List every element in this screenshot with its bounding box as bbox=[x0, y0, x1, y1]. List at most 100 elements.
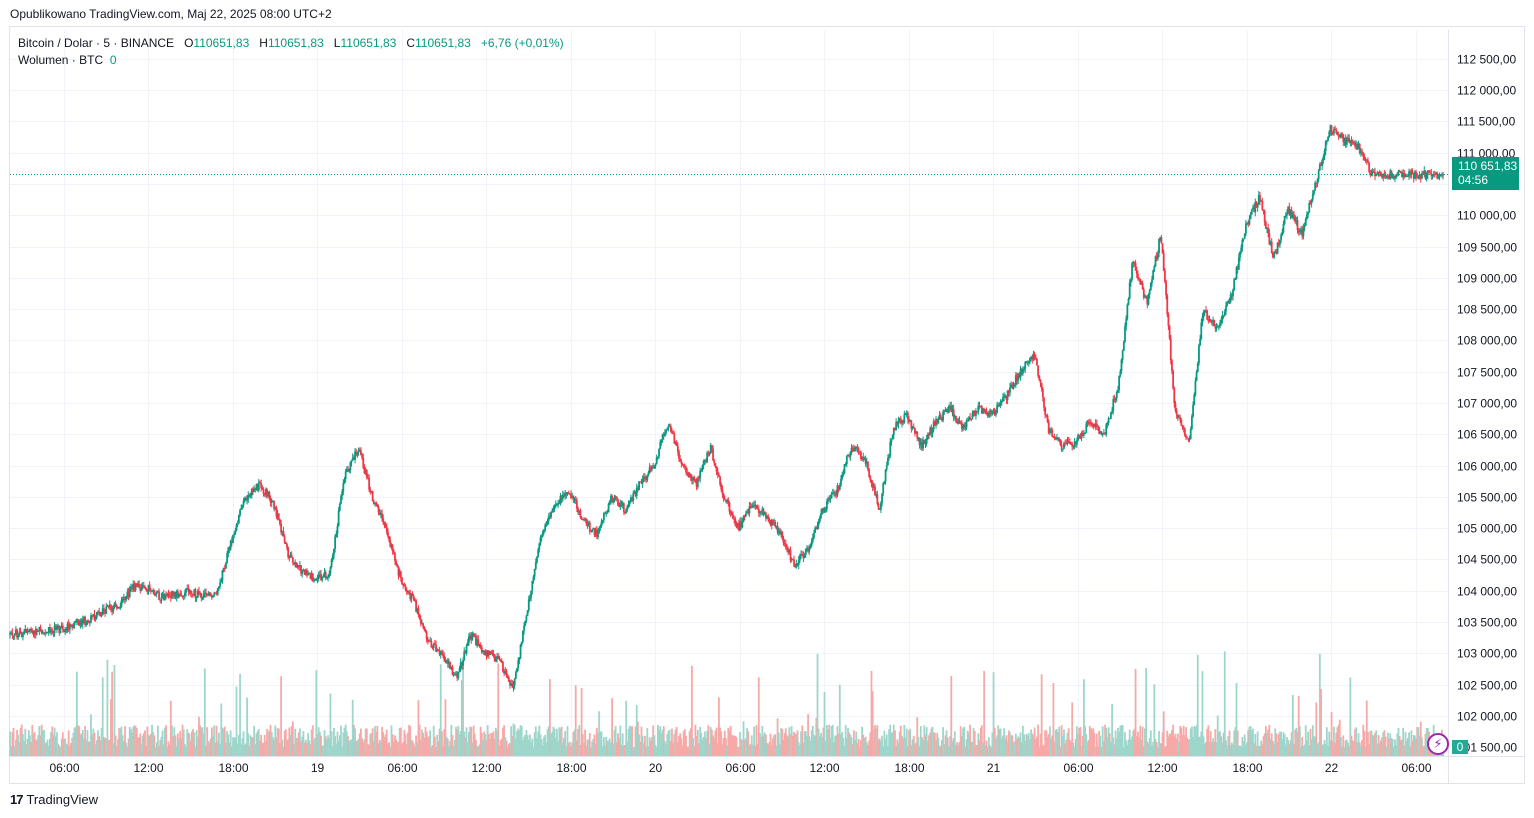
candle-body bbox=[435, 644, 437, 652]
volume-bar bbox=[516, 730, 518, 756]
chart-frame[interactable] bbox=[9, 26, 1525, 784]
candle-body bbox=[909, 420, 912, 422]
candle-body bbox=[1409, 171, 1412, 175]
volume-bar bbox=[710, 729, 713, 756]
candle-body bbox=[1429, 172, 1432, 174]
tradingview-logo[interactable]: 17 TradingView bbox=[10, 792, 98, 807]
volume-bar bbox=[1047, 733, 1050, 756]
legend-symbol[interactable]: Bitcoin / Dolar · 5 · BINANCE bbox=[18, 36, 175, 50]
volume-bar bbox=[905, 728, 908, 756]
volume-bar bbox=[1021, 725, 1024, 756]
volume-bar bbox=[114, 735, 117, 756]
candle-body bbox=[193, 589, 196, 596]
volume-bar bbox=[560, 726, 563, 756]
candle-body bbox=[500, 661, 503, 663]
volume-bar bbox=[693, 746, 696, 756]
candle-body bbox=[728, 502, 731, 512]
candle-body bbox=[1199, 338, 1202, 346]
volume-bar bbox=[1053, 741, 1056, 756]
volume-bar bbox=[256, 730, 259, 756]
volume-bar bbox=[959, 726, 962, 756]
volume-bar bbox=[558, 727, 561, 756]
candle-body bbox=[579, 510, 582, 517]
candle-body bbox=[771, 519, 774, 523]
candle-body bbox=[756, 508, 759, 510]
volume-bar bbox=[325, 739, 328, 756]
volume-bar bbox=[1310, 739, 1313, 756]
volume-bar bbox=[67, 730, 70, 756]
volume-bar bbox=[275, 737, 278, 756]
volume-bar bbox=[95, 740, 98, 756]
candle-body bbox=[1124, 326, 1126, 342]
volume-bar bbox=[267, 732, 270, 756]
y-tick-label: 102 500,00 bbox=[1457, 679, 1517, 693]
legend-ohlc-row: Bitcoin / Dolar · 5 · BINANCE O110651,83… bbox=[18, 35, 564, 52]
volume-bar bbox=[1111, 704, 1113, 756]
x-tick-label: 12:00 bbox=[133, 761, 163, 775]
candle-body bbox=[415, 600, 417, 612]
volume-bar bbox=[1371, 734, 1374, 756]
candle-body bbox=[216, 588, 219, 595]
candle-body bbox=[239, 509, 241, 516]
volume-bar bbox=[485, 740, 488, 756]
volume-bar bbox=[1217, 732, 1220, 756]
volume-bar bbox=[849, 734, 852, 756]
volume-bar bbox=[368, 744, 371, 756]
candle-body bbox=[44, 632, 47, 634]
candle-body bbox=[1025, 361, 1028, 363]
volume-bar bbox=[321, 745, 324, 756]
volume-bar bbox=[620, 744, 623, 756]
candle-body bbox=[627, 504, 630, 506]
volume-bar bbox=[166, 746, 169, 756]
volume-bar bbox=[1297, 695, 1300, 756]
candle-body bbox=[997, 404, 1000, 406]
candle-body bbox=[507, 677, 510, 682]
volume-bar bbox=[1154, 738, 1157, 756]
candle-body bbox=[497, 656, 500, 658]
volume-bar bbox=[578, 725, 581, 756]
candle-body bbox=[1418, 174, 1421, 177]
volume-bar bbox=[1397, 727, 1400, 756]
candle-body bbox=[155, 591, 158, 594]
volume-bar bbox=[587, 739, 590, 756]
candle-body bbox=[445, 660, 448, 662]
volume-bar bbox=[626, 741, 629, 756]
candle-body bbox=[1225, 305, 1227, 312]
candle-body bbox=[1179, 417, 1182, 420]
candle-body bbox=[1344, 137, 1347, 145]
candle-body bbox=[1260, 200, 1263, 202]
candle-body bbox=[61, 625, 64, 630]
candle-body bbox=[1037, 365, 1040, 376]
volume-bar bbox=[1183, 735, 1186, 756]
candle-body bbox=[915, 431, 917, 434]
candle-body bbox=[666, 428, 669, 431]
volume-bar bbox=[962, 728, 964, 756]
y-tick-label: 106 500,00 bbox=[1457, 428, 1517, 442]
candle-body bbox=[135, 583, 138, 587]
volume-bar bbox=[500, 738, 503, 756]
volume-bar bbox=[152, 732, 155, 756]
candle-body bbox=[1166, 295, 1169, 315]
lightning-icon[interactable]: ⚡ bbox=[1427, 733, 1449, 755]
volume-bar bbox=[1215, 742, 1218, 756]
candle-body bbox=[1031, 356, 1034, 360]
candle-body bbox=[972, 411, 975, 414]
candle-body bbox=[390, 545, 393, 547]
candle-body bbox=[856, 447, 859, 449]
volume-bar bbox=[477, 746, 480, 756]
volume-bar bbox=[783, 732, 786, 756]
candle-body bbox=[1313, 190, 1315, 194]
volume-bar bbox=[417, 700, 420, 756]
candle-body bbox=[97, 611, 99, 613]
candle-body bbox=[164, 595, 166, 600]
volume-bar bbox=[598, 711, 601, 756]
candle-body bbox=[154, 593, 157, 595]
candle-body bbox=[311, 573, 314, 581]
volume-bar bbox=[277, 728, 280, 756]
volume-bar bbox=[1229, 745, 1232, 756]
candle-body bbox=[1207, 319, 1210, 321]
candle-body bbox=[291, 557, 294, 563]
volume-bar bbox=[740, 739, 743, 756]
legend-volume-label[interactable]: Wolumen · BTC bbox=[18, 53, 104, 67]
